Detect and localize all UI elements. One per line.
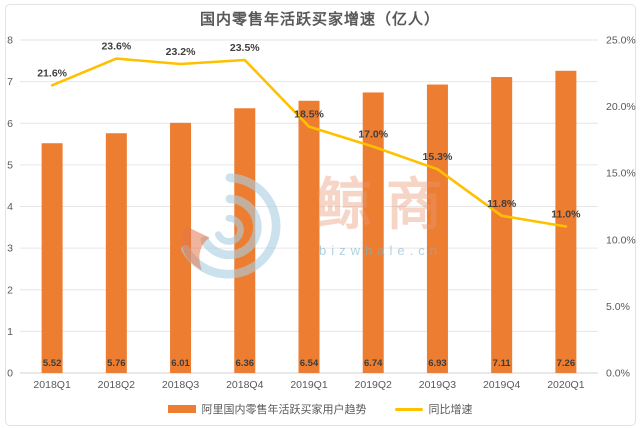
bar-value-label: 6.01 <box>171 358 190 369</box>
trend-point-label: 21.6% <box>37 67 67 79</box>
y-axis-tick-left: 4 <box>7 201 13 213</box>
bar <box>491 77 513 373</box>
y-axis-tick-right: 0.0% <box>606 368 630 380</box>
chart-title: 国内零售年活跃买家增速（亿人） <box>199 12 440 28</box>
trend-point-label: 11.0% <box>551 208 581 220</box>
trend-point-label: 11.8% <box>487 198 517 210</box>
bar <box>170 122 192 374</box>
y-axis-tick-left: 6 <box>7 118 13 130</box>
bar-series-swatch-icon <box>167 405 196 413</box>
trend-point-label: 23.5% <box>230 42 260 54</box>
bar <box>105 133 127 373</box>
trend-line <box>50 57 568 228</box>
legend-item-line-series: 同比增速 <box>394 401 473 417</box>
y-axis-tick-left: 0 <box>7 368 13 380</box>
trend-point-label: 17.0% <box>358 129 388 141</box>
bar <box>41 143 63 373</box>
y-axis-tick-right: 20.0% <box>606 101 636 113</box>
bar-value-label: 5.52 <box>43 358 62 369</box>
x-axis-label: 2019Q3 <box>419 379 457 391</box>
line-series-label: 同比增速 <box>428 404 473 416</box>
y-axis-tick-left: 1 <box>7 326 13 338</box>
chart-legend: 阿里国内零售年活跃买家用户趋势 同比增速 <box>0 401 640 417</box>
bar <box>426 84 448 373</box>
trend-point-label: 15.3% <box>423 151 453 163</box>
x-axis-label: 2019Q4 <box>483 379 521 391</box>
y-axis-tick-left: 3 <box>7 243 13 255</box>
x-axis-label: 2019Q2 <box>355 379 393 391</box>
x-axis-label: 2018Q3 <box>162 379 200 391</box>
y-axis-tick-right: 10.0% <box>606 234 636 246</box>
x-axis-label: 2020Q1 <box>547 379 585 391</box>
bar <box>234 108 256 373</box>
x-axis-label: 2019Q1 <box>290 379 328 391</box>
bar-value-label: 6.54 <box>300 358 319 369</box>
trend-point-label: 18.5% <box>294 109 324 121</box>
y-axis-tick-right: 25.0% <box>606 35 636 47</box>
y-axis-tick-left: 2 <box>7 284 13 296</box>
trend-point-label: 23.6% <box>101 41 131 53</box>
y-axis-tick-left: 7 <box>7 76 13 88</box>
x-axis-label: 2018Q2 <box>98 379 136 391</box>
x-axis-label: 2018Q1 <box>33 379 71 391</box>
bar-series-label: 阿里国内零售年活跃买家用户趋势 <box>201 404 367 416</box>
line-series-swatch-icon <box>394 407 423 411</box>
y-axis-tick-right: 5.0% <box>606 301 630 313</box>
bar-value-label: 7.11 <box>493 358 512 369</box>
y-axis-tick-left: 8 <box>7 35 13 47</box>
bar <box>298 100 320 374</box>
bar-value-label: 6.74 <box>364 358 383 369</box>
x-axis-label: 2018Q4 <box>226 379 264 391</box>
bar <box>362 92 384 373</box>
bar-value-label: 7.26 <box>557 358 576 369</box>
y-axis-tick-left: 5 <box>7 159 13 171</box>
y-axis-tick-right: 15.0% <box>606 168 636 180</box>
legend-item-bar-series: 阿里国内零售年活跃买家用户趋势 <box>167 401 367 417</box>
bar-value-label: 5.76 <box>107 358 126 369</box>
trend-point-label: 23.2% <box>166 46 196 58</box>
bar <box>555 70 577 374</box>
bar-value-label: 6.93 <box>428 358 447 369</box>
bar-value-label: 6.36 <box>236 358 255 369</box>
